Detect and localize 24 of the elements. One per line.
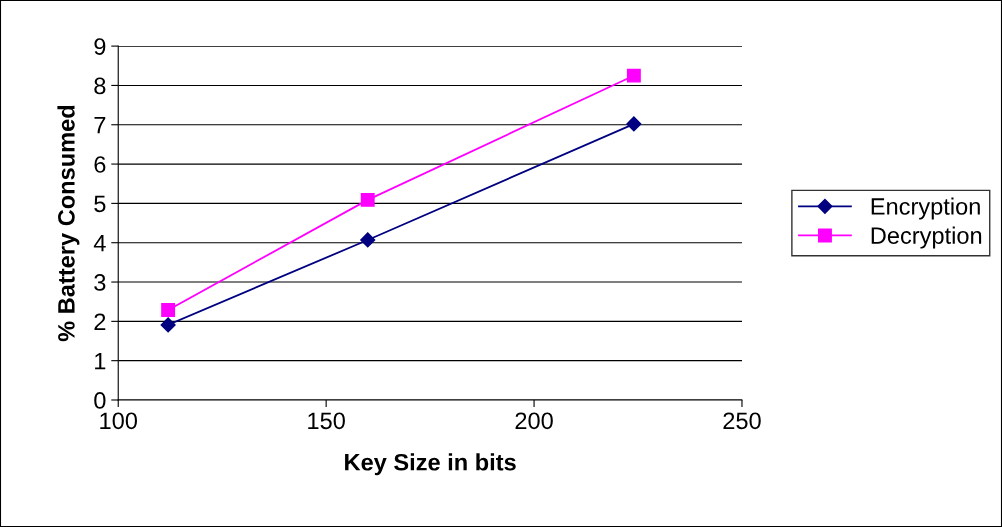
y-tick-label: 5: [94, 195, 106, 213]
y-tick-label: 0: [94, 392, 106, 409]
x-tick-label: 150: [308, 412, 345, 430]
point: [626, 68, 641, 83]
y-tick-label: 6: [94, 156, 106, 173]
y-tick-label: 9: [94, 38, 106, 55]
point: [161, 303, 176, 317]
legend-label: Encryption: [871, 197, 980, 220]
x-tick-label: 100: [100, 412, 138, 430]
point: [360, 232, 376, 248]
y-tick-label: 8: [94, 77, 106, 95]
x-tick-label: 200: [515, 412, 553, 430]
point: [160, 317, 176, 333]
x-tick-label: 250: [723, 412, 761, 430]
y-tick-label: 4: [93, 235, 106, 252]
x-axis-title: Key Size in bits: [345, 453, 516, 476]
y-tick-label: 1: [95, 352, 106, 370]
legend-label: Decryption: [871, 226, 982, 249]
y-tick-label: 3: [94, 274, 106, 291]
y-tick-label: 2: [94, 313, 106, 330]
y-tick-label: 7: [94, 117, 106, 134]
point: [360, 192, 375, 207]
y-axis-title: % Battery Consumed: [57, 105, 80, 342]
point: [626, 116, 642, 132]
